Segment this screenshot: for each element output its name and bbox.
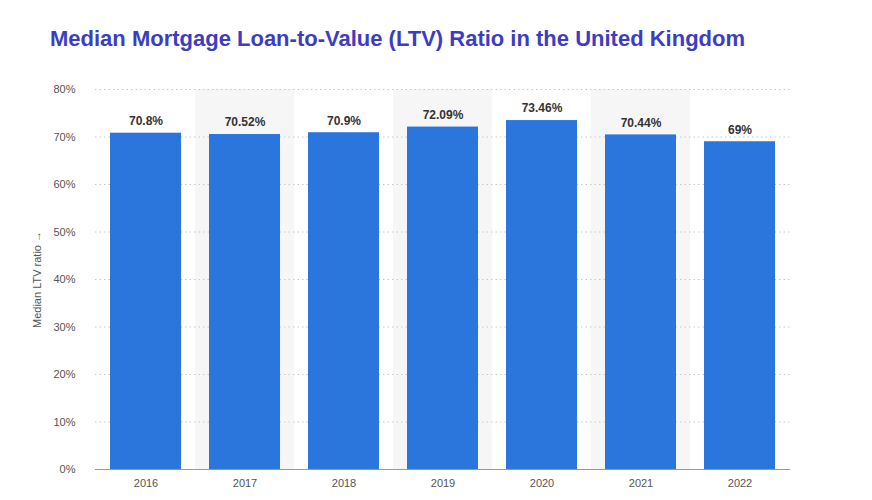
svg-text:69%: 69% — [728, 123, 752, 137]
svg-text:50%: 50% — [53, 226, 75, 238]
svg-text:2017: 2017 — [233, 477, 257, 489]
svg-text:70.44%: 70.44% — [621, 116, 662, 130]
svg-text:2020: 2020 — [530, 477, 554, 489]
svg-text:70.9%: 70.9% — [327, 114, 361, 128]
svg-text:70.52%: 70.52% — [225, 115, 266, 129]
svg-text:70%: 70% — [53, 131, 75, 143]
svg-text:2022: 2022 — [728, 477, 752, 489]
svg-text:2016: 2016 — [134, 477, 158, 489]
svg-text:70.8%: 70.8% — [129, 114, 163, 128]
svg-text:30%: 30% — [53, 321, 75, 333]
svg-text:10%: 10% — [53, 416, 75, 428]
svg-text:60%: 60% — [53, 178, 75, 190]
svg-text:2019: 2019 — [431, 477, 455, 489]
svg-text:Median LTV ratio →: Median LTV ratio → — [31, 231, 43, 328]
svg-text:80%: 80% — [53, 83, 75, 95]
svg-text:2018: 2018 — [332, 477, 356, 489]
svg-text:2021: 2021 — [629, 477, 653, 489]
svg-text:0%: 0% — [60, 463, 76, 475]
svg-text:40%: 40% — [53, 273, 75, 285]
svg-text:20%: 20% — [53, 368, 75, 380]
svg-text:72.09%: 72.09% — [423, 108, 464, 122]
html-text:Median Mortgage Loan-to-Value: Median Mortgage Loan-to-Value (LTV) Rati… — [50, 26, 745, 51]
svg-text:73.46%: 73.46% — [522, 101, 563, 115]
